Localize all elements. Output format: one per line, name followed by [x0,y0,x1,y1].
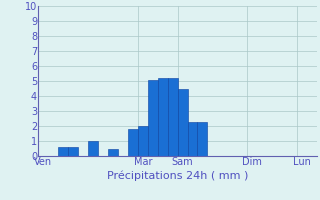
Bar [188,121,197,156]
X-axis label: Précipitations 24h ( mm ): Précipitations 24h ( mm ) [107,170,248,181]
Bar [138,126,148,156]
Bar [68,147,78,156]
Bar [178,88,188,156]
Bar [158,78,168,156]
Bar [108,148,118,156]
Bar [88,141,98,156]
Bar [58,147,68,156]
Bar [168,78,178,156]
Bar [197,121,207,156]
Bar [148,79,158,156]
Bar [128,129,138,156]
